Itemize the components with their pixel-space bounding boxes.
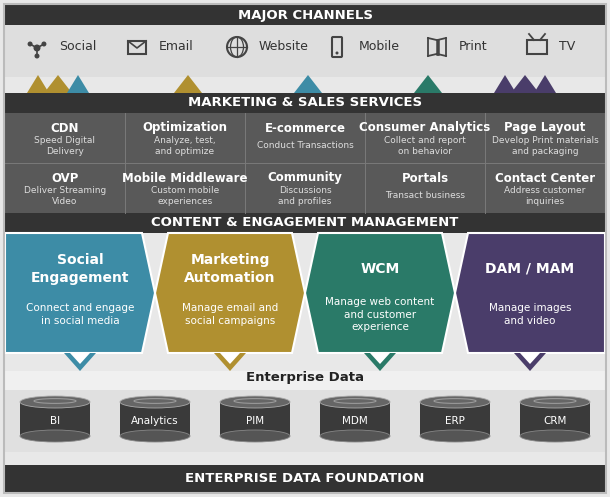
Bar [520, 402, 590, 436]
Bar [20, 402, 90, 436]
Text: Page Layout: Page Layout [504, 121, 586, 135]
Ellipse shape [20, 430, 90, 442]
Text: CDN: CDN [51, 121, 79, 135]
Text: Collect and report
on behavior: Collect and report on behavior [384, 136, 466, 156]
Ellipse shape [520, 396, 590, 408]
Bar [320, 402, 390, 436]
Text: DAM / MAM: DAM / MAM [486, 262, 575, 276]
Text: Contact Center: Contact Center [495, 171, 595, 184]
Bar [5, 390, 605, 452]
Bar [220, 402, 290, 436]
Circle shape [35, 54, 40, 59]
Text: OVP: OVP [51, 171, 79, 184]
Text: Optimization: Optimization [143, 121, 228, 135]
Text: Enterprise Data: Enterprise Data [246, 371, 364, 385]
Text: Manage web content
and customer
experience: Manage web content and customer experien… [325, 297, 434, 332]
Polygon shape [64, 353, 96, 371]
Bar [5, 113, 605, 213]
Text: Print: Print [459, 40, 487, 54]
Polygon shape [414, 75, 442, 93]
Bar [5, 93, 605, 113]
Text: Website: Website [259, 40, 309, 54]
Polygon shape [214, 353, 246, 371]
Text: Mobile: Mobile [359, 40, 400, 54]
Text: TV: TV [559, 40, 575, 54]
Text: MARKETING & SALES SERVICES: MARKETING & SALES SERVICES [188, 96, 422, 109]
Polygon shape [514, 353, 546, 371]
Bar [5, 371, 605, 390]
Ellipse shape [120, 396, 190, 408]
Ellipse shape [520, 430, 590, 442]
Text: MDM: MDM [342, 415, 368, 426]
Text: ENTERPRISE DATA FOUNDATION: ENTERPRISE DATA FOUNDATION [185, 472, 425, 485]
Text: Analyze, test,
and optimize: Analyze, test, and optimize [154, 136, 216, 156]
Text: Deliver Streaming
Video: Deliver Streaming Video [24, 186, 106, 206]
Text: Discussions
and profiles: Discussions and profiles [278, 186, 332, 206]
Text: Manage images
and video: Manage images and video [489, 303, 571, 326]
Text: Speed Digital
Delivery: Speed Digital Delivery [35, 136, 96, 156]
Polygon shape [174, 75, 202, 93]
Polygon shape [220, 353, 240, 364]
Text: Develop Print materials
and packaging: Develop Print materials and packaging [492, 136, 598, 156]
Text: Custom mobile
experiences: Custom mobile experiences [151, 186, 219, 206]
Ellipse shape [420, 430, 490, 442]
Bar [5, 465, 605, 492]
Text: Consumer Analytics: Consumer Analytics [359, 121, 490, 135]
Bar [5, 5, 605, 25]
Polygon shape [67, 75, 89, 93]
Text: E-commerce: E-commerce [265, 121, 345, 135]
Ellipse shape [420, 396, 490, 408]
Text: Marketing
Automation: Marketing Automation [184, 253, 276, 285]
Ellipse shape [320, 430, 390, 442]
Polygon shape [494, 75, 516, 93]
Polygon shape [155, 233, 305, 353]
Polygon shape [27, 75, 49, 93]
Ellipse shape [20, 396, 90, 408]
Polygon shape [520, 353, 540, 364]
Bar [5, 25, 605, 77]
Text: CONTENT & ENGAGEMENT MANAGEMENT: CONTENT & ENGAGEMENT MANAGEMENT [151, 217, 459, 230]
Text: MAJOR CHANNELS: MAJOR CHANNELS [237, 8, 373, 21]
Bar [5, 213, 605, 233]
Bar [128, 41, 146, 54]
Polygon shape [305, 233, 455, 353]
Text: Social
Engagement: Social Engagement [30, 253, 129, 285]
Circle shape [41, 42, 46, 47]
Ellipse shape [220, 396, 290, 408]
Polygon shape [370, 353, 390, 364]
Bar [120, 402, 190, 436]
Text: Email: Email [159, 40, 194, 54]
Ellipse shape [120, 430, 190, 442]
Text: Analytics: Analytics [131, 415, 179, 426]
Polygon shape [5, 233, 155, 353]
Text: Connect and engage
in social media: Connect and engage in social media [26, 303, 134, 326]
Polygon shape [455, 233, 605, 353]
Text: Conduct Transactions: Conduct Transactions [257, 142, 353, 151]
Text: ERP: ERP [445, 415, 465, 426]
Ellipse shape [320, 396, 390, 408]
Text: WCM: WCM [361, 262, 400, 276]
Circle shape [34, 45, 40, 52]
Text: Portals: Portals [401, 171, 448, 184]
Text: Mobile Middleware: Mobile Middleware [122, 171, 248, 184]
Text: Address customer
inquiries: Address customer inquiries [504, 186, 586, 206]
Polygon shape [364, 353, 396, 371]
Text: Community: Community [268, 171, 342, 184]
Text: Transact business: Transact business [385, 191, 465, 200]
Polygon shape [70, 353, 90, 364]
Text: BI: BI [50, 415, 60, 426]
Circle shape [336, 52, 339, 55]
Ellipse shape [220, 430, 290, 442]
Bar [420, 402, 490, 436]
Text: CRM: CRM [544, 415, 567, 426]
Bar [527, 40, 547, 54]
Polygon shape [511, 75, 539, 93]
Circle shape [27, 42, 32, 47]
Polygon shape [534, 75, 556, 93]
Text: Manage email and
social campaigns: Manage email and social campaigns [182, 303, 278, 326]
Polygon shape [294, 75, 322, 93]
Text: PIM: PIM [246, 415, 264, 426]
Polygon shape [44, 75, 72, 93]
Text: Social: Social [59, 40, 96, 54]
